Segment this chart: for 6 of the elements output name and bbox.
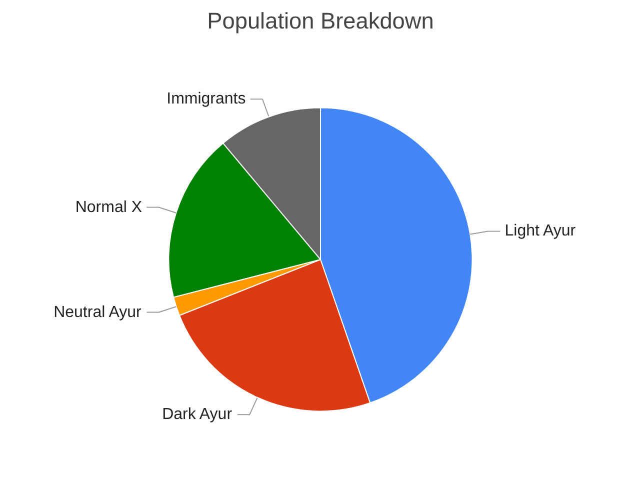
slice-label: Normal X: [75, 198, 142, 216]
slice-label: Immigrants: [166, 90, 246, 108]
slice-label: Light Ayur: [504, 222, 576, 240]
slice-label: Dark Ayur: [162, 406, 233, 424]
slice-label: Neutral Ayur: [54, 304, 142, 321]
chart-title: Population Breakdown: [207, 8, 434, 34]
